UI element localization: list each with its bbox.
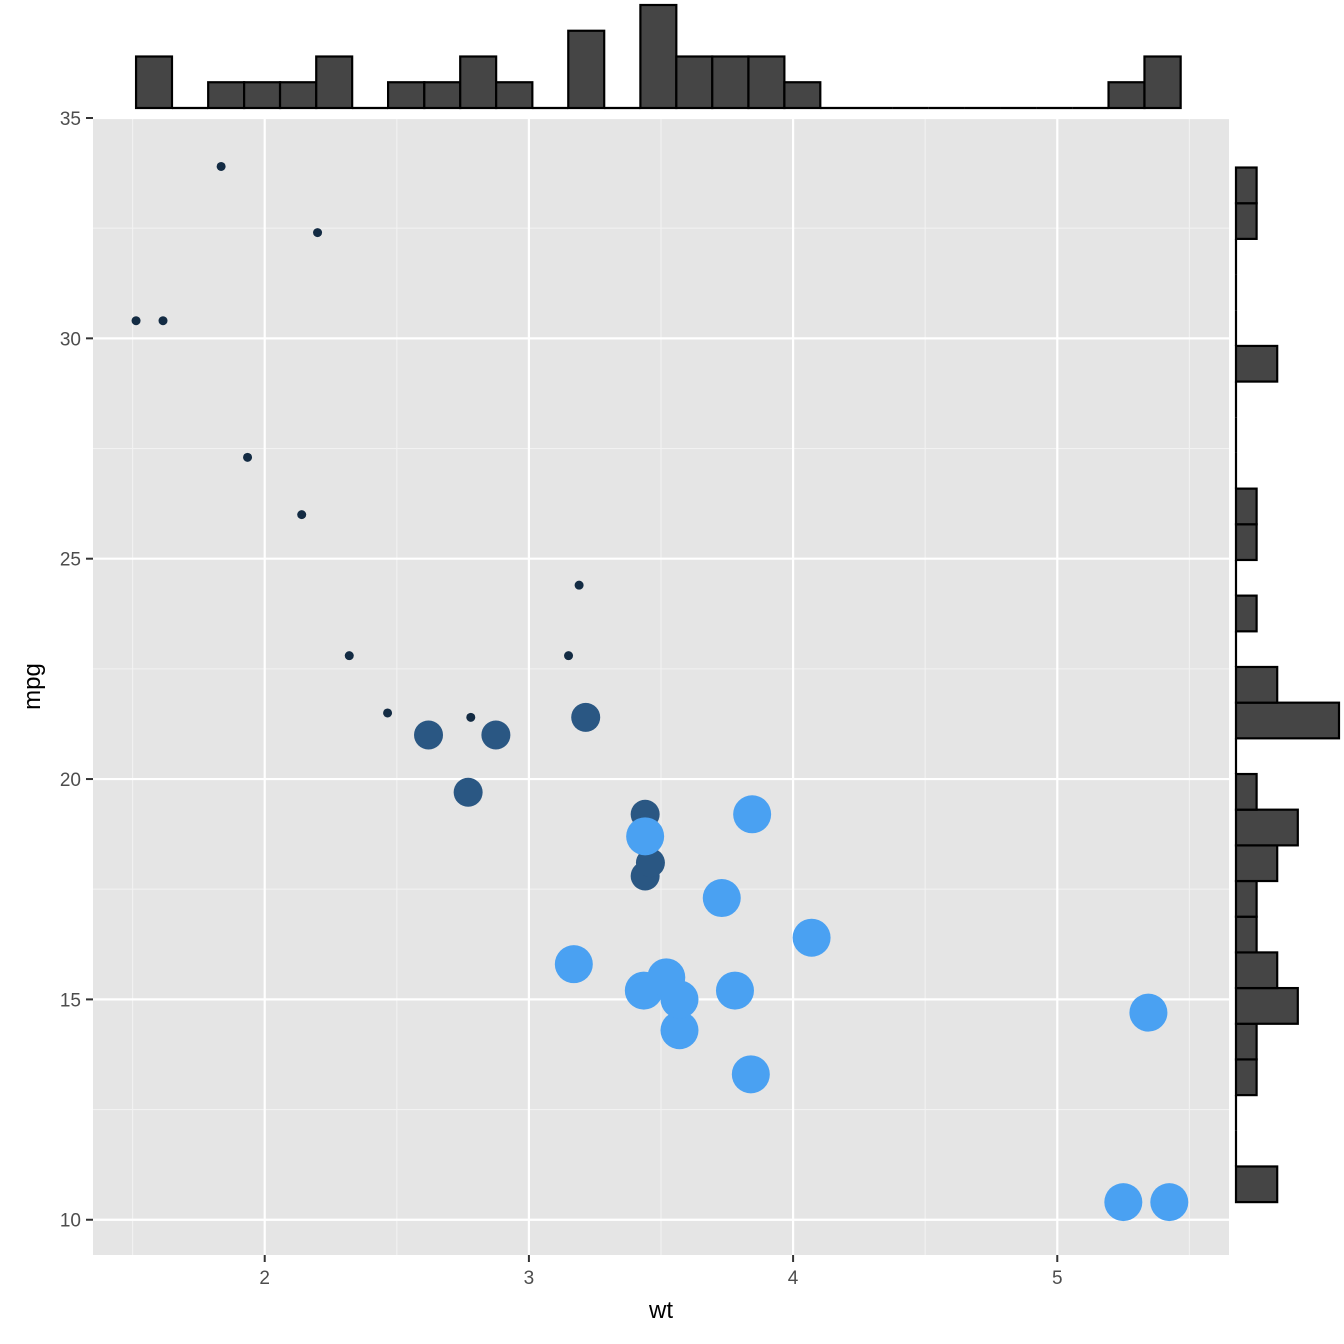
scatter-point: [733, 795, 772, 834]
scatter-point: [243, 452, 253, 462]
histogram-bar: [1234, 844, 1279, 883]
y-axis-title: mpg: [19, 663, 46, 710]
histogram-bar: [134, 55, 174, 110]
histogram-bar: [1234, 1058, 1258, 1097]
y-tick-label: 20: [60, 770, 81, 791]
histogram-bar: [1234, 487, 1258, 526]
histogram-bar: [1234, 879, 1258, 918]
x-axis-title: wt: [648, 1297, 673, 1324]
x-tick-label: 4: [788, 1268, 799, 1289]
scatter-point: [297, 510, 307, 520]
scatter-point: [313, 228, 323, 238]
y-tick-label: 10: [60, 1211, 81, 1232]
scatter-point: [1150, 1183, 1189, 1222]
scatter-point: [414, 720, 444, 750]
histogram-bar: [639, 3, 678, 110]
histogram-bar: [675, 55, 714, 110]
x-axis: 2 3 4 5: [259, 1255, 1063, 1289]
minor-gridlines: [93, 118, 1229, 1255]
scatter-point: [344, 651, 354, 661]
scatter-point: [466, 712, 476, 722]
histogram-bar: [1143, 55, 1182, 110]
histogram-bar: [1234, 1022, 1258, 1061]
histogram-bar: [1234, 915, 1258, 954]
scatter-points: [131, 161, 1189, 1222]
y-tick-label: 25: [60, 550, 81, 571]
major-gridlines: [93, 116, 1229, 1255]
scatter-point: [635, 848, 665, 878]
scatter-point: [574, 580, 584, 590]
histogram-bar: [1234, 594, 1258, 633]
right-marginal-histogram: [1234, 166, 1341, 1204]
scatter-point: [216, 161, 226, 171]
histogram-bar: [1234, 808, 1299, 847]
histogram-bar: [495, 81, 534, 110]
histogram-bar: [243, 81, 282, 110]
histogram-bar: [783, 81, 822, 110]
y-tick-label: 35: [60, 109, 81, 130]
histogram-bar: [1234, 701, 1341, 740]
top-marginal-histogram: [134, 3, 1182, 110]
scatter-point: [131, 316, 141, 326]
scatter-point: [626, 817, 665, 856]
histogram-bar: [459, 55, 498, 110]
scatter-point: [564, 651, 574, 661]
x-tick-label: 5: [1052, 1268, 1063, 1289]
histogram-bar: [567, 29, 606, 110]
scatter-point: [481, 720, 511, 750]
histogram-bar: [711, 55, 750, 110]
histogram-bar: [1234, 166, 1258, 205]
y-tick-label: 30: [60, 329, 81, 350]
histogram-bar: [1234, 951, 1279, 990]
histogram-bar: [207, 81, 246, 110]
histogram-bar: [423, 81, 462, 110]
histogram-bar: [1107, 81, 1146, 110]
scatter-point: [715, 971, 754, 1010]
y-axis: 10 15 20 25 30 35: [60, 109, 93, 1232]
scatter-point: [731, 1055, 770, 1094]
x-tick-label: 2: [259, 1268, 270, 1289]
scatter-point: [571, 702, 601, 732]
scatter-point: [554, 945, 593, 984]
scatter-point: [453, 777, 483, 807]
scatter-point: [660, 1011, 699, 1050]
histogram-bar: [1234, 986, 1299, 1025]
histogram-bar: [747, 55, 786, 110]
scatter-point: [383, 708, 393, 718]
scatter-point: [1104, 1183, 1143, 1222]
histogram-bar: [1234, 523, 1258, 562]
histogram-bar: [1234, 344, 1279, 383]
histogram-bar: [315, 55, 354, 110]
histogram-bar: [1234, 772, 1258, 811]
y-tick-label: 15: [60, 990, 81, 1011]
histogram-bar: [1234, 202, 1258, 240]
scatter-point: [660, 980, 699, 1019]
histogram-bar: [1234, 665, 1279, 704]
histogram-bar: [278, 81, 318, 110]
histogram-bar: [1234, 1165, 1279, 1204]
scatter-point: [1129, 993, 1168, 1032]
scatter-point: [792, 918, 831, 957]
scatter-point: [158, 316, 168, 326]
scatter-point: [702, 879, 741, 918]
x-tick-label: 3: [524, 1268, 535, 1289]
histogram-bar: [386, 81, 426, 110]
